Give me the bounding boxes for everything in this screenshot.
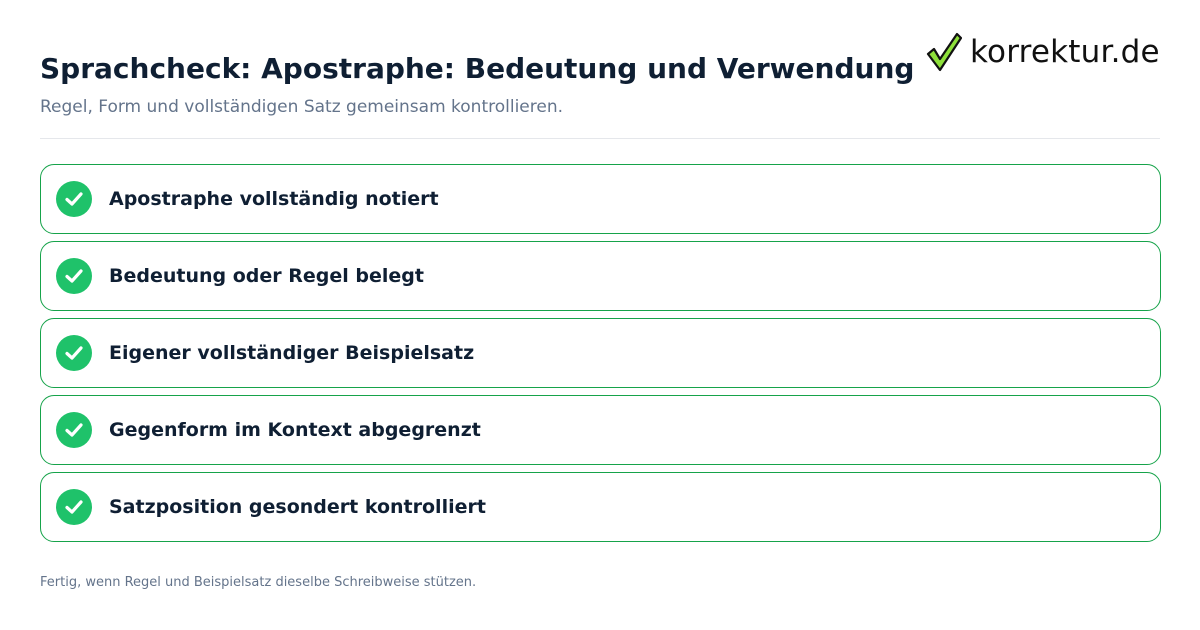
check-circle-icon [56,489,92,525]
checklist-item-label: Gegenform im Kontext abgegrenzt [109,419,481,441]
page-title: Sprachcheck: Apostraphe: Bedeutung und V… [40,52,915,85]
checklist-item: Bedeutung oder Regel belegt [40,241,1161,311]
checklist-item: Eigener vollständiger Beispielsatz [40,318,1161,388]
checklist-item: Satzposition gesondert kontrolliert [40,472,1161,542]
footer-note: Fertig, wenn Regel und Beispielsatz dies… [40,575,477,590]
checklist: Apostraphe vollständig notiert Bedeutung… [40,164,1161,549]
check-circle-icon [56,335,92,371]
brand-logo: korrektur.de [926,30,1160,74]
check-circle-icon [56,258,92,294]
brand-name: korrektur.de [970,33,1160,70]
checklist-item-label: Eigener vollständiger Beispielsatz [109,342,475,364]
checklist-item: Gegenform im Kontext abgegrenzt [40,395,1161,465]
checklist-item-label: Satzposition gesondert kontrolliert [109,496,486,518]
header-divider [40,138,1160,139]
page-subtitle: Regel, Form und vollständigen Satz gemei… [40,97,564,117]
checklist-item-label: Apostraphe vollständig notiert [109,188,439,210]
check-circle-icon [56,412,92,448]
checklist-item: Apostraphe vollständig notiert [40,164,1161,234]
checklist-item-label: Bedeutung oder Regel belegt [109,265,424,287]
checkmark-logo-icon [926,32,962,72]
check-circle-icon [56,181,92,217]
